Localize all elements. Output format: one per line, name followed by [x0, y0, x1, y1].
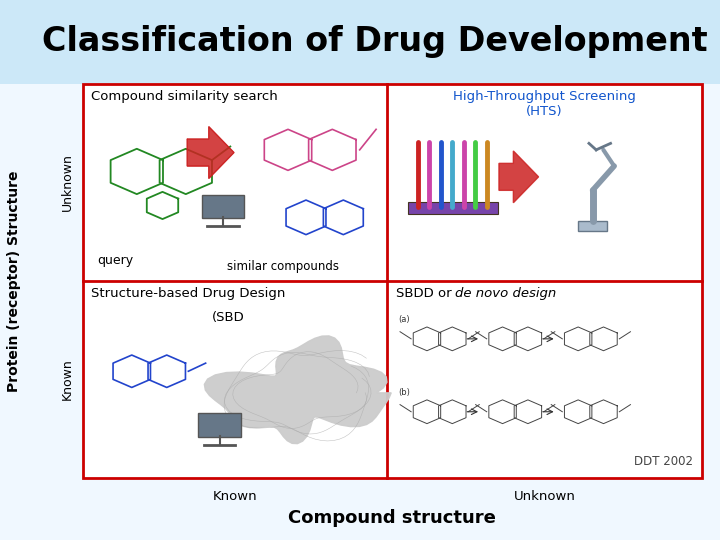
FancyBboxPatch shape	[198, 414, 240, 437]
Polygon shape	[187, 126, 234, 178]
Text: Compound structure: Compound structure	[289, 509, 496, 527]
FancyBboxPatch shape	[0, 0, 720, 84]
Text: similar compounds: similar compounds	[227, 260, 339, 273]
Polygon shape	[499, 151, 539, 203]
Text: (SBD: (SBD	[212, 310, 244, 323]
FancyBboxPatch shape	[408, 201, 498, 213]
FancyBboxPatch shape	[83, 84, 702, 478]
Text: DDT 2002: DDT 2002	[634, 455, 693, 468]
Text: Unknown: Unknown	[60, 153, 73, 211]
Text: Unknown: Unknown	[514, 490, 575, 503]
Text: de novo design: de novo design	[455, 287, 557, 300]
Text: Known: Known	[213, 490, 257, 503]
Text: query: query	[97, 254, 133, 267]
Text: Structure-based Drug Design: Structure-based Drug Design	[91, 287, 286, 300]
Text: Known: Known	[60, 359, 73, 400]
Text: SBDD or: SBDD or	[396, 287, 456, 300]
FancyBboxPatch shape	[578, 221, 607, 231]
Text: Classification of Drug Development: Classification of Drug Development	[42, 25, 707, 58]
Text: High-Throughput Screening
(HTS): High-Throughput Screening (HTS)	[454, 90, 636, 118]
Polygon shape	[204, 336, 391, 444]
Text: (b): (b)	[398, 388, 410, 396]
Text: Compound similarity search: Compound similarity search	[91, 90, 278, 103]
FancyBboxPatch shape	[202, 195, 244, 219]
Text: Protein (receptor) Structure: Protein (receptor) Structure	[7, 170, 22, 392]
Text: (a): (a)	[398, 315, 410, 323]
